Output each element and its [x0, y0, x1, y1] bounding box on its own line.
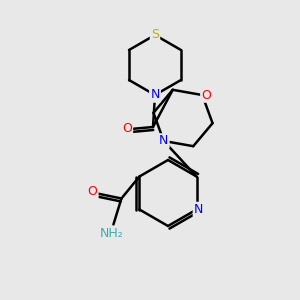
- Text: NH₂: NH₂: [100, 227, 123, 240]
- Text: O: O: [201, 88, 211, 101]
- Text: O: O: [122, 122, 132, 136]
- Text: N: N: [150, 88, 160, 101]
- Text: N: N: [194, 203, 203, 216]
- Text: O: O: [88, 185, 98, 198]
- Text: N: N: [159, 134, 168, 148]
- Text: S: S: [151, 28, 159, 41]
